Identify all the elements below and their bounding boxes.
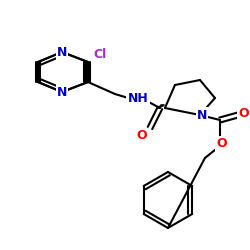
Text: N: N — [57, 46, 67, 59]
Text: N: N — [197, 108, 207, 122]
Text: Cl: Cl — [93, 48, 106, 60]
Text: O: O — [217, 138, 227, 150]
Text: O: O — [137, 130, 147, 142]
Text: NH: NH — [128, 92, 148, 104]
Text: O: O — [238, 106, 249, 120]
Text: N: N — [57, 86, 67, 98]
